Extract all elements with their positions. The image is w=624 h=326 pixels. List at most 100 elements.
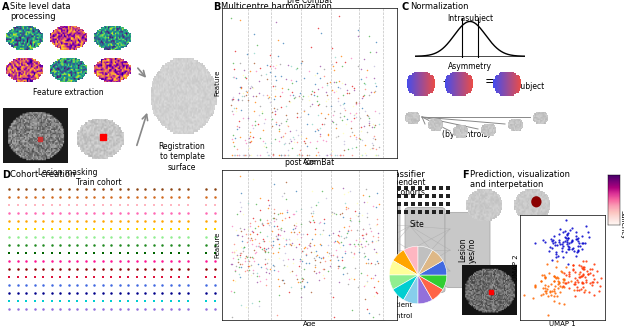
Point xyxy=(364,115,374,120)
FancyBboxPatch shape xyxy=(445,213,490,288)
Point xyxy=(333,239,343,244)
Point xyxy=(578,285,588,290)
Point xyxy=(551,249,561,255)
Point xyxy=(236,85,246,91)
Point xyxy=(321,152,331,157)
Point xyxy=(579,264,589,269)
Point xyxy=(269,263,279,268)
Point xyxy=(285,269,295,274)
Point xyxy=(584,289,594,294)
Point xyxy=(563,235,573,240)
Point xyxy=(314,255,324,260)
Point xyxy=(252,42,262,47)
Point xyxy=(332,239,342,244)
Point xyxy=(359,200,369,205)
Point xyxy=(353,27,363,33)
Point xyxy=(262,234,272,239)
Point xyxy=(311,145,321,150)
Point xyxy=(241,92,251,97)
Point xyxy=(277,85,287,91)
Point xyxy=(301,251,311,257)
Point xyxy=(564,272,574,277)
Point xyxy=(356,244,366,249)
Point xyxy=(275,128,285,133)
Point xyxy=(287,269,297,274)
Point xyxy=(269,215,279,221)
Point xyxy=(561,249,571,255)
Point xyxy=(338,186,348,191)
Point xyxy=(595,284,605,289)
Point xyxy=(347,152,357,157)
Ellipse shape xyxy=(531,196,542,207)
Point xyxy=(295,259,305,264)
Point xyxy=(577,246,587,252)
Point xyxy=(227,152,237,157)
Point xyxy=(274,256,284,261)
Point xyxy=(245,231,255,237)
Point xyxy=(304,242,314,247)
Point xyxy=(255,216,265,222)
Text: F: F xyxy=(462,170,469,180)
Point xyxy=(264,238,274,244)
Point xyxy=(346,130,356,135)
Point xyxy=(243,264,253,269)
Point xyxy=(311,254,321,259)
Point xyxy=(577,263,587,269)
Point xyxy=(289,96,299,101)
Point xyxy=(328,294,338,300)
Point xyxy=(358,94,368,99)
Point xyxy=(363,280,373,285)
Point xyxy=(302,231,312,236)
Point xyxy=(301,260,311,266)
Point xyxy=(240,259,250,264)
Point xyxy=(313,112,323,117)
Point xyxy=(246,84,256,89)
Point xyxy=(560,264,570,270)
Point xyxy=(236,98,246,103)
Point xyxy=(271,63,281,68)
Point xyxy=(285,237,295,243)
Point xyxy=(326,152,336,157)
Point xyxy=(588,273,598,278)
Point xyxy=(299,109,309,114)
Point xyxy=(241,254,251,259)
Point xyxy=(315,220,325,225)
Point xyxy=(239,93,249,98)
Point xyxy=(550,243,560,248)
Point xyxy=(264,152,274,157)
Point xyxy=(572,288,582,293)
Point xyxy=(298,231,308,236)
Point xyxy=(368,136,378,141)
Point xyxy=(278,134,288,139)
Point xyxy=(304,97,314,102)
Point xyxy=(263,95,273,100)
Point xyxy=(342,270,352,275)
Point xyxy=(297,58,307,64)
Point xyxy=(364,226,374,231)
Point xyxy=(246,242,256,247)
Point xyxy=(273,250,283,255)
Point xyxy=(372,190,382,195)
Point xyxy=(275,61,285,67)
Point xyxy=(313,127,323,133)
Point xyxy=(280,152,290,157)
Point xyxy=(251,68,261,74)
Point xyxy=(536,278,546,284)
Point xyxy=(308,217,318,222)
Point xyxy=(346,249,356,254)
Point xyxy=(339,138,349,143)
Point xyxy=(356,76,366,82)
Point xyxy=(296,234,306,240)
Point xyxy=(538,292,548,297)
Point xyxy=(235,264,245,269)
Point xyxy=(349,87,359,92)
Point xyxy=(258,128,268,133)
Point xyxy=(237,234,247,239)
Point xyxy=(578,272,588,277)
Point xyxy=(326,209,336,215)
Point xyxy=(339,265,349,270)
Point xyxy=(284,236,294,242)
Point xyxy=(300,76,310,81)
Point xyxy=(331,135,341,140)
Point xyxy=(243,268,253,273)
